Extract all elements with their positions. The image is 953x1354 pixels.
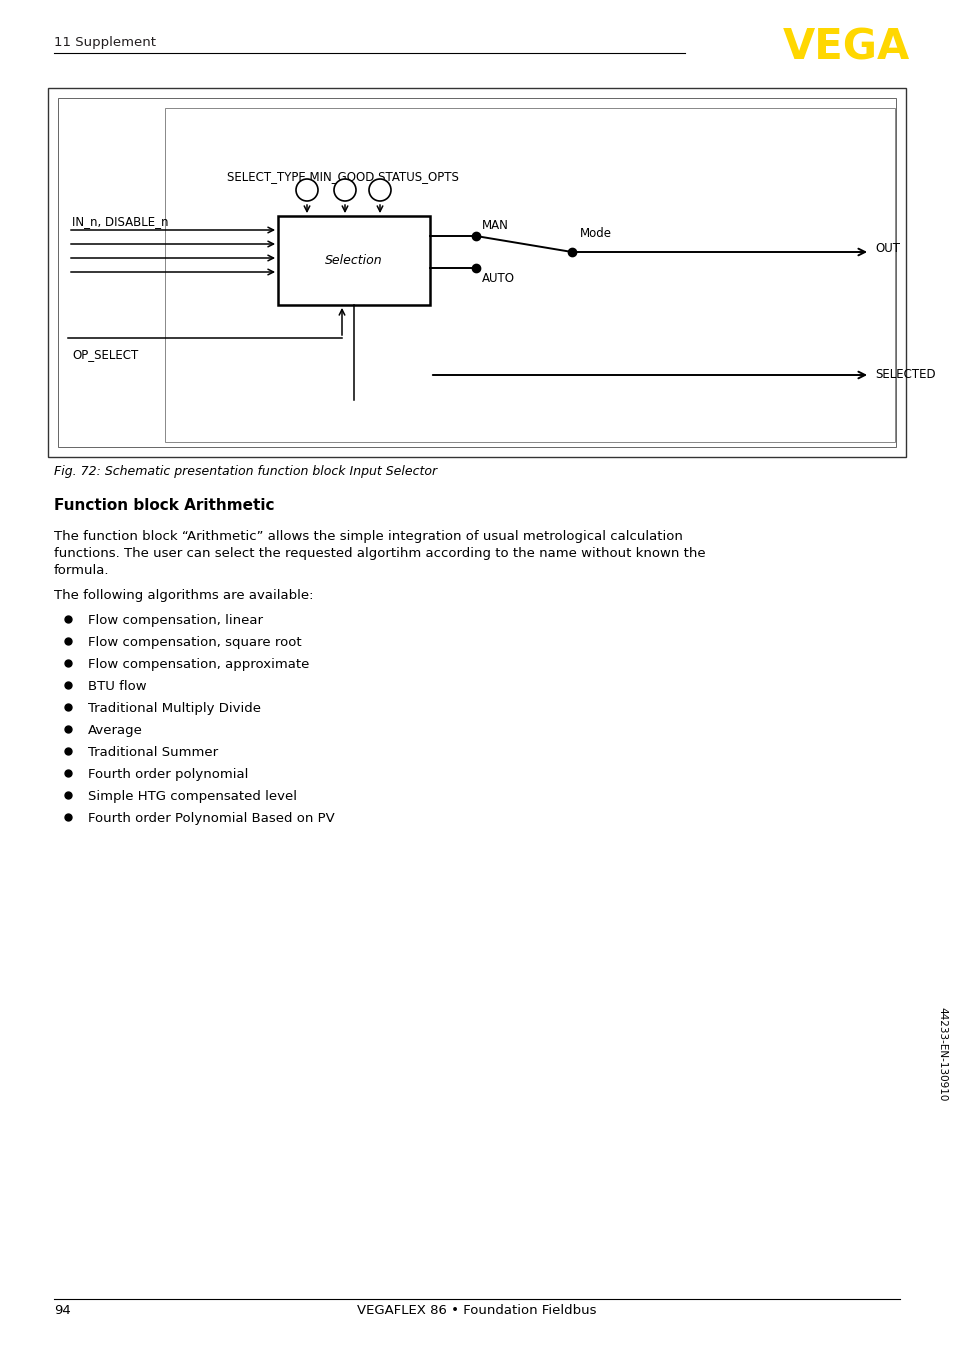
- Text: Mode: Mode: [579, 227, 612, 240]
- Text: 44233-EN-130910: 44233-EN-130910: [936, 1007, 946, 1101]
- Text: VEGAFLEX 86 • Foundation Fieldbus: VEGAFLEX 86 • Foundation Fieldbus: [356, 1304, 597, 1317]
- Text: The function block “Arithmetic” allows the simple integration of usual metrologi: The function block “Arithmetic” allows t…: [54, 529, 682, 543]
- Text: SELECT_TYPE MIN_GOOD STATUS_OPTS: SELECT_TYPE MIN_GOOD STATUS_OPTS: [227, 171, 458, 183]
- Text: AUTO: AUTO: [481, 272, 515, 284]
- Text: 11 Supplement: 11 Supplement: [54, 37, 156, 49]
- Bar: [165, 108, 894, 441]
- Circle shape: [369, 179, 391, 200]
- Bar: [58, 97, 895, 447]
- Bar: [277, 217, 430, 305]
- Text: VEGA: VEGA: [781, 26, 909, 68]
- Text: Average: Average: [88, 724, 143, 737]
- Text: Function block Arithmetic: Function block Arithmetic: [54, 498, 274, 513]
- Text: The following algorithms are available:: The following algorithms are available:: [54, 589, 314, 603]
- Text: Fig. 72: Schematic presentation function block Input Selector: Fig. 72: Schematic presentation function…: [54, 464, 436, 478]
- Text: OUT: OUT: [874, 242, 899, 256]
- Text: 94: 94: [54, 1304, 71, 1317]
- Text: Flow compensation, approximate: Flow compensation, approximate: [88, 658, 309, 672]
- Text: Flow compensation, linear: Flow compensation, linear: [88, 613, 263, 627]
- Circle shape: [295, 179, 317, 200]
- Text: Selection: Selection: [325, 255, 382, 267]
- Text: functions. The user can select the requested algortihm according to the name wit: functions. The user can select the reque…: [54, 547, 705, 561]
- Text: OP_SELECT: OP_SELECT: [71, 348, 138, 362]
- Text: IN_n, DISABLE_n: IN_n, DISABLE_n: [71, 215, 169, 227]
- Text: Flow compensation, square root: Flow compensation, square root: [88, 636, 301, 649]
- Text: Fourth order polynomial: Fourth order polynomial: [88, 768, 248, 781]
- Text: Simple HTG compensated level: Simple HTG compensated level: [88, 789, 296, 803]
- Text: Traditional Summer: Traditional Summer: [88, 746, 218, 760]
- Text: SELECTED: SELECTED: [874, 368, 935, 382]
- Text: Traditional Multiply Divide: Traditional Multiply Divide: [88, 701, 261, 715]
- Text: Fourth order Polynomial Based on PV: Fourth order Polynomial Based on PV: [88, 812, 335, 825]
- Text: formula.: formula.: [54, 565, 110, 577]
- Text: MAN: MAN: [481, 219, 508, 232]
- Bar: [48, 88, 905, 458]
- Circle shape: [334, 179, 355, 200]
- Text: BTU flow: BTU flow: [88, 680, 147, 693]
